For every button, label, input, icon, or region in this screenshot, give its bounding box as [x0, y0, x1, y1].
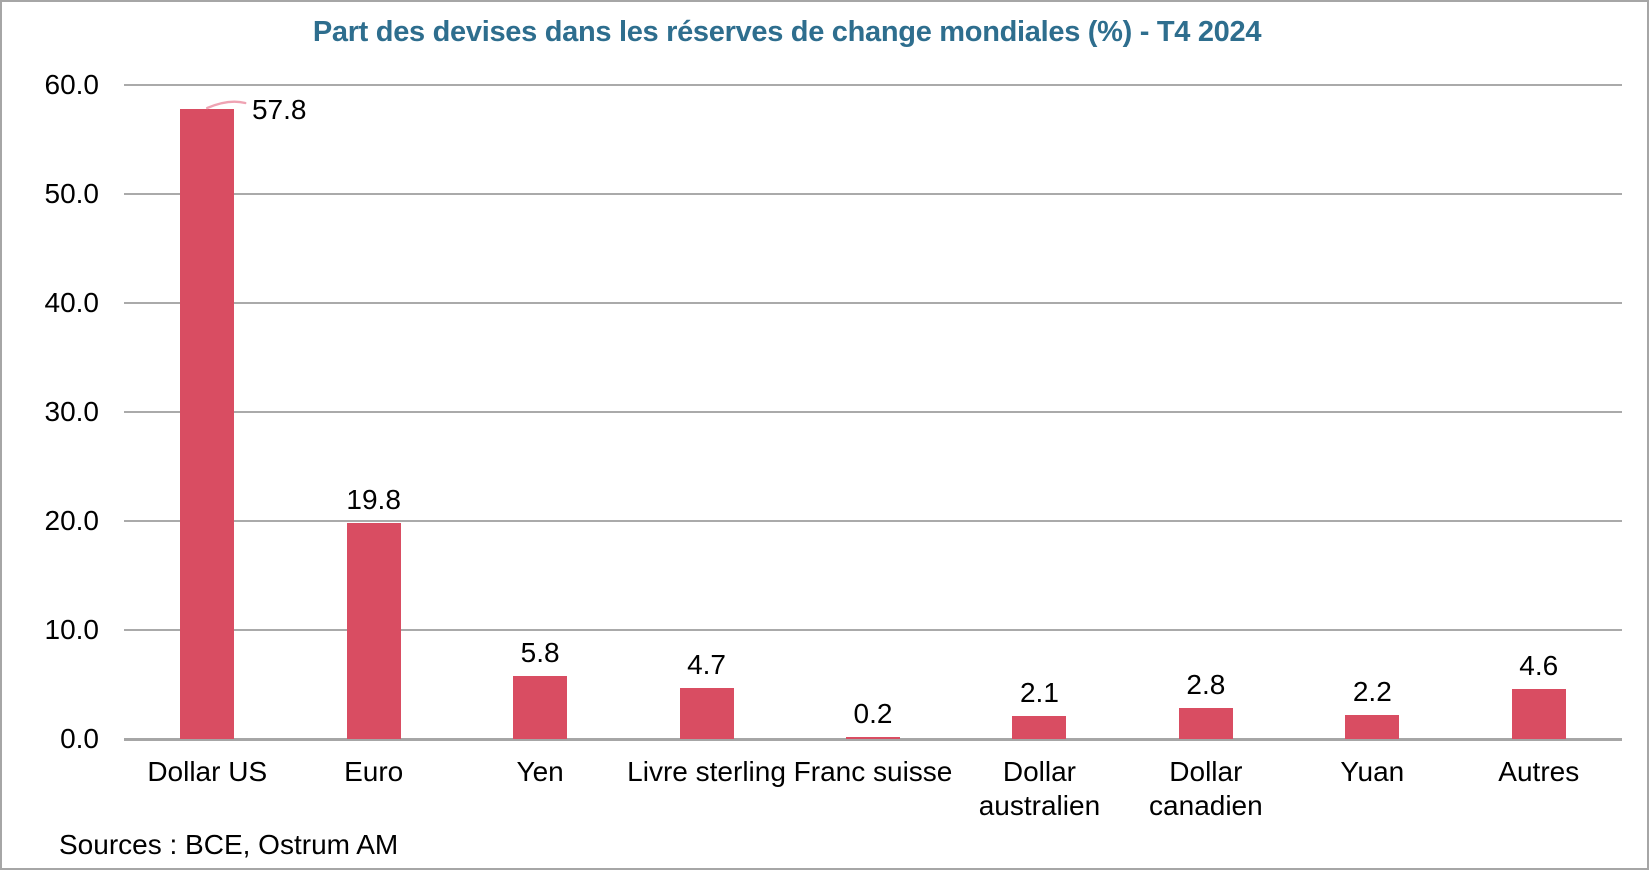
bar-dollar-us [180, 108, 235, 739]
x-axis-category-label: Autres [1498, 756, 1580, 787]
bar-value-label: 2.8 [1186, 669, 1226, 701]
gridline [124, 84, 1622, 86]
bar-value-label: 4.7 [687, 648, 727, 680]
bar-autres [1511, 688, 1566, 739]
gridline [124, 520, 1622, 522]
bar-value-label: 4.6 [1519, 649, 1559, 681]
y-axis-tick-label: 10.0 [44, 614, 100, 645]
bar-value-label: 0.2 [853, 697, 893, 729]
y-axis-tick-label: 40.0 [44, 287, 100, 318]
bar-yen [513, 675, 568, 739]
y-axis-tick-label: 20.0 [44, 505, 100, 536]
x-axis-category-label: Dollar australien [978, 756, 1101, 821]
bar-value-label: 2.1 [1019, 677, 1059, 709]
y-axis-tick-label: 0.0 [60, 723, 99, 754]
bar-value-label: 5.8 [520, 636, 560, 668]
gridline [124, 302, 1622, 304]
bar-livre-sterling [679, 687, 734, 739]
x-axis-category-label: Livre sterling [627, 756, 786, 787]
bar-yuan [1345, 715, 1400, 739]
bar-dollar-canadien [1178, 708, 1233, 739]
gridline [124, 629, 1622, 631]
y-axis-tick-label: 30.0 [44, 396, 100, 427]
chart-title: Part des devises dans les réserves de ch… [312, 16, 1262, 48]
x-axis-category-label: Yen [516, 756, 564, 787]
source-note: Sources : BCE, Ostrum AM [59, 829, 399, 860]
x-axis-category-label: Dollar canadien [1149, 756, 1263, 821]
bar-value-label: 19.8 [346, 484, 401, 516]
x-axis-category-label: Franc suisse [793, 756, 953, 787]
bar-value-label: 57.8 [251, 93, 307, 125]
x-axis-line [124, 737, 1622, 741]
y-axis-tick-label: 60.0 [44, 69, 100, 100]
gridline [124, 193, 1622, 195]
bar-euro [346, 523, 401, 739]
bar-value-label: 2.2 [1352, 676, 1392, 708]
x-axis-category-label: Yuan [1340, 756, 1405, 787]
x-axis-category-label: Euro [344, 756, 404, 787]
gridline [124, 411, 1622, 413]
x-axis-category-label: Dollar US [147, 756, 268, 787]
bar-franc-suisse [846, 736, 900, 739]
bar-dollar-australien [1012, 716, 1067, 739]
y-axis-tick-label: 50.0 [44, 178, 100, 209]
